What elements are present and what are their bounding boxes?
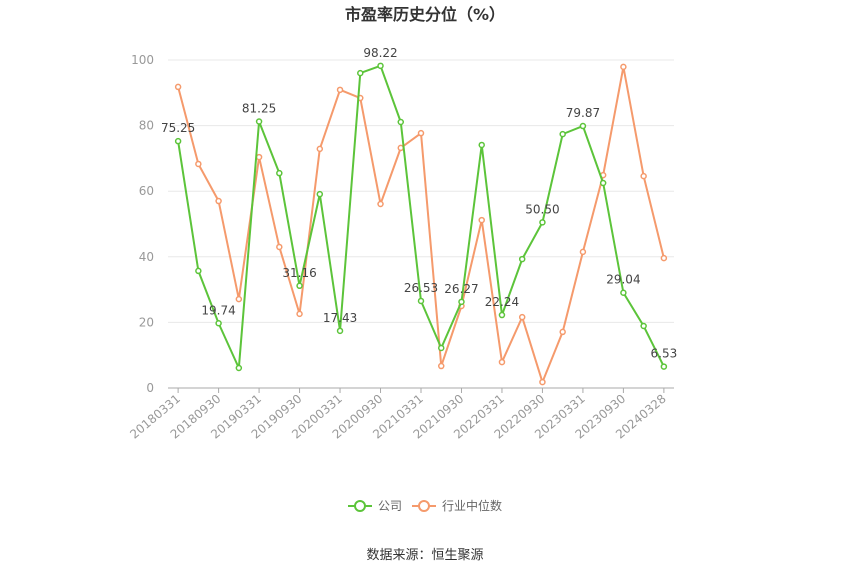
series-0-point (377, 62, 384, 70)
series-layer (174, 62, 668, 386)
series-1-point (539, 378, 546, 386)
y-tick-label: 40 (139, 250, 154, 264)
series-0-data-label: 98.22 (363, 46, 397, 60)
grid-layer (168, 59, 674, 323)
series-0-data-label: 26.53 (404, 281, 438, 295)
series-1-point (559, 328, 566, 336)
series-0-data-label: 81.25 (242, 102, 276, 116)
series-0-data-label: 19.74 (201, 303, 235, 317)
series-0-point (296, 282, 303, 290)
series-0 (174, 62, 668, 372)
series-1-point (174, 83, 182, 91)
data-label-layer: 75.25 19.74 81.25 31.16 17.43 98.22 26.53 26.27… (161, 46, 677, 361)
legend-circle-icon (354, 500, 366, 512)
series-0-point (417, 297, 425, 305)
series-0-point (579, 122, 587, 130)
y-tick-label: 100 (131, 53, 154, 67)
series-1-point (296, 310, 303, 318)
series-0-point (599, 179, 607, 187)
y-tick-label: 80 (139, 119, 154, 133)
chart-title: 市盈率历史分位（%） (345, 5, 505, 24)
legend-item-industry-median[interactable]: 行业中位数 (412, 498, 502, 513)
series-1-point (255, 153, 263, 161)
legend-circle-icon (418, 500, 430, 512)
series-0-data-label: 50.50 (525, 202, 559, 216)
series-0-data-label: 75.25 (161, 121, 195, 135)
series-0-point (437, 344, 445, 352)
legend-item-company[interactable]: 公司 (348, 499, 402, 513)
series-1-point (276, 243, 283, 251)
series-1-point (235, 295, 243, 303)
series-0-point (357, 69, 364, 77)
series-1-point (195, 160, 202, 168)
series-0-point (518, 255, 526, 263)
data-source-note: 数据来源：恒生聚源 (366, 548, 483, 563)
series-1-point (377, 200, 384, 208)
series-1-point (620, 63, 627, 71)
series-0-point (215, 320, 222, 327)
legend: 公司 行业中位数 (348, 498, 502, 513)
series-1-point (478, 216, 485, 224)
series-0-data-label: 31.16 (282, 266, 316, 280)
series-0-point (498, 311, 506, 319)
series-1-point (316, 145, 324, 153)
series-0-point (660, 363, 668, 370)
series-0-point (255, 118, 263, 125)
legend-label: 公司 (378, 499, 402, 513)
series-0-point (397, 118, 405, 126)
series-0-point (336, 327, 344, 335)
y-tick-label: 60 (139, 184, 154, 198)
series-1-point (660, 254, 668, 262)
series-1-point (215, 197, 222, 205)
series-0-point (174, 137, 182, 145)
series-0-data-label: 17.43 (323, 311, 357, 325)
series-1-point (336, 86, 344, 94)
series-1-point (437, 362, 445, 370)
series-1-point (640, 172, 647, 180)
series-1-point (498, 358, 506, 366)
series-0-data-label: 26.27 (444, 282, 478, 296)
series-0-point (235, 364, 243, 372)
series-0-point (559, 130, 566, 138)
series-0-point (620, 289, 627, 296)
y-tick-label: 20 (139, 315, 154, 329)
series-0-data-label: 79.87 (566, 106, 600, 120)
series-0-point (458, 298, 465, 306)
series-0-point (478, 141, 485, 149)
legend-label: 行业中位数 (442, 498, 502, 513)
series-1-point (417, 129, 425, 137)
y-tick-label: 0 (146, 381, 154, 395)
series-0-data-label: 29.04 (606, 273, 640, 287)
series-0-data-label: 22.24 (485, 295, 519, 309)
series-1-point (579, 248, 587, 256)
series-1-point (518, 313, 526, 321)
series-0-point (640, 322, 647, 330)
series-1 (174, 63, 668, 386)
series-0-point (539, 219, 546, 226)
series-0-point (195, 267, 202, 275)
series-0-point (276, 169, 283, 177)
series-0-point (316, 190, 324, 198)
series-0-data-label: 6.53 (651, 347, 678, 361)
